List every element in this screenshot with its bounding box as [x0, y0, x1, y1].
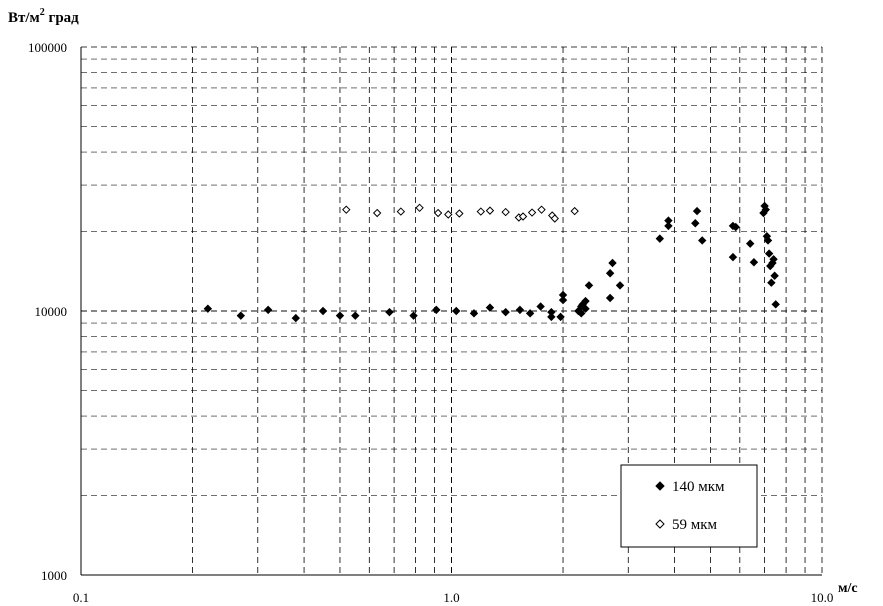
data-point-140: [556, 312, 565, 322]
data-point-59: [527, 208, 537, 217]
data-point-140: [577, 309, 586, 318]
data-point-140: [770, 271, 779, 280]
data-point-140: [764, 249, 774, 258]
data-point-140: [547, 307, 556, 317]
legend-box: [620, 464, 758, 548]
data-point-59: [455, 209, 464, 218]
data-point-59: [433, 208, 443, 218]
legend: 140 мкм 59 мкм: [620, 464, 758, 548]
data-point-140: [745, 239, 755, 248]
data-point-59: [415, 203, 424, 213]
data-point-140: [409, 311, 418, 320]
data-point-140: [558, 295, 568, 305]
data-point-140: [605, 293, 615, 303]
legend-marker-59: [655, 519, 665, 529]
tick-labels: 0.1 1.0 10.0 1000 10000 100000: [28, 40, 833, 605]
data-point-140: [536, 302, 545, 311]
data-point-140: [318, 306, 328, 316]
data-point-140: [581, 304, 590, 313]
data-point-59: [501, 207, 510, 217]
y-tick-label: 1000: [41, 568, 67, 583]
data-point-140: [351, 311, 360, 320]
y-axis-label: Вт/м2 град: [8, 7, 79, 26]
data-point-140: [558, 290, 568, 300]
data-point-140: [655, 234, 665, 243]
data-point-140: [291, 313, 301, 323]
data-point-59: [570, 206, 579, 216]
data-point-140: [664, 221, 673, 231]
data-points: [203, 201, 780, 323]
x-tick-label: 1.0: [443, 590, 459, 605]
x-axis-label: м/с: [838, 581, 858, 596]
legend-label-59: 59 мкм: [672, 517, 718, 533]
data-point-140: [664, 216, 673, 225]
x-tick-label: 0.1: [73, 590, 89, 605]
data-point-140: [728, 252, 738, 262]
data-point-140: [501, 307, 510, 317]
data-point-140: [335, 311, 345, 320]
data-point-59: [485, 206, 495, 215]
data-point-140: [608, 258, 617, 268]
grid: [81, 46, 823, 575]
data-point-140: [771, 300, 780, 309]
data-point-140: [692, 206, 702, 216]
data-point-140: [432, 305, 441, 315]
data-point-59: [342, 205, 351, 214]
x-tick-label: 10.0: [811, 590, 834, 605]
data-point-140: [547, 312, 556, 322]
data-point-59: [518, 212, 528, 221]
data-point-59: [444, 210, 453, 219]
data-point-140: [761, 205, 770, 214]
data-point-140: [469, 309, 479, 318]
data-point-140: [525, 309, 535, 318]
data-point-140: [749, 258, 759, 267]
data-point-140: [767, 278, 776, 287]
data-point-140: [763, 236, 773, 245]
data-point-140: [698, 236, 707, 245]
data-point-140: [769, 255, 778, 264]
legend-marker-140: [655, 481, 665, 491]
data-point-59: [537, 205, 546, 214]
data-point-59: [550, 214, 559, 223]
axes: [80, 47, 822, 576]
data-point-59: [372, 208, 382, 218]
data-point-140: [485, 303, 495, 312]
data-point-140: [515, 305, 525, 315]
data-point-59: [476, 207, 486, 216]
data-point-140: [605, 269, 615, 278]
legend-label-140: 140 мкм: [672, 479, 725, 495]
y-tick-label: 100000: [28, 40, 67, 55]
data-point-140: [584, 281, 594, 290]
data-point-140: [236, 311, 246, 320]
data-point-59: [396, 207, 406, 216]
y-tick-label: 10000: [35, 304, 68, 319]
data-point-140: [385, 307, 394, 317]
data-point-140: [691, 219, 700, 228]
data-point-140: [203, 304, 213, 313]
data-point-140: [452, 306, 461, 316]
data-point-140: [615, 281, 625, 290]
data-point-140: [263, 305, 273, 315]
data-point-140: [731, 222, 740, 232]
